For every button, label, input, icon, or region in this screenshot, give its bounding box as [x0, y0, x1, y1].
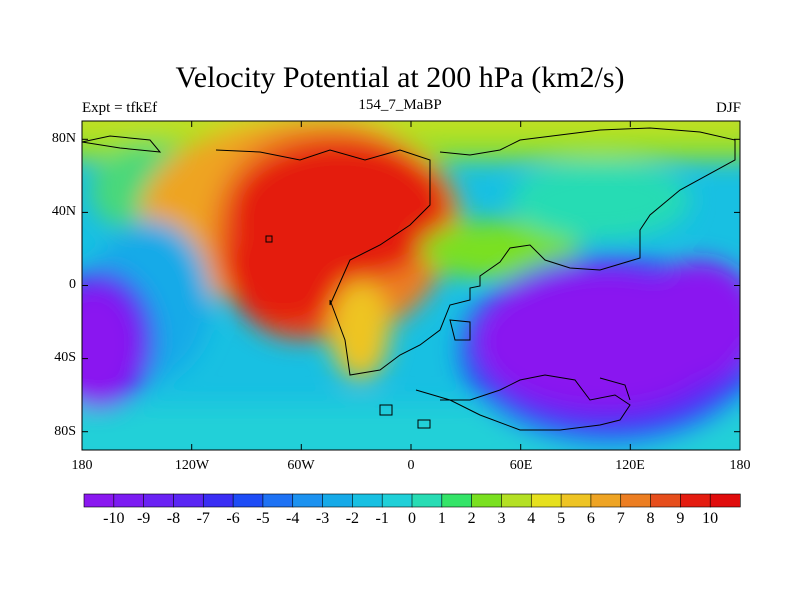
colorbar-tick-label: -9: [136, 510, 151, 527]
colorbar-tick-label: -6: [226, 510, 240, 527]
colorbar-swatch: [173, 493, 204, 508]
x-tick-marks: [81, 121, 741, 450]
colorbar-tick-label: 4: [527, 510, 536, 527]
x-tick-label: 120E: [615, 458, 645, 473]
colorbar-swatch: [530, 493, 562, 508]
colorbar-tick-label: -5: [256, 510, 270, 527]
colorbar-swatch: [322, 493, 353, 508]
y-tick-marks: [82, 138, 740, 433]
x-tick-label: 120W: [174, 458, 210, 473]
colorbar-swatch: [471, 493, 503, 508]
colorbar-swatch: [262, 493, 294, 508]
colorbar-tick-label: 2: [467, 510, 476, 527]
colorbar-tick-label: 5: [557, 510, 566, 527]
colorbar-swatch: [560, 493, 592, 508]
experiment-label: Expt = tfkEf: [82, 100, 158, 116]
x-tick-label: 60E: [509, 458, 533, 473]
x-tick-label: 180: [71, 458, 93, 473]
colorbar-tick-label: -3: [315, 510, 330, 527]
colorbar-swatch: [202, 493, 234, 508]
colorbar-swatch: [441, 493, 473, 508]
colorbar-tick-label: -10: [103, 510, 125, 527]
x-tick-label: 0: [407, 458, 415, 473]
colorbar-tick-label: -8: [166, 510, 181, 527]
colorbar-tick-label: -7: [196, 510, 210, 527]
colorbar-swatch: [381, 493, 413, 508]
colorbar-tick-label: -1: [375, 510, 389, 527]
colorbar-tick-label: 6: [586, 510, 595, 527]
case-label: 154_7_MaBP: [358, 97, 442, 113]
colorbar-swatch: [501, 493, 532, 508]
colorbar-swatch: [232, 493, 264, 508]
y-tick-label: 40S: [54, 350, 76, 365]
colorbar-swatch: [709, 493, 741, 508]
colorbar-tick-label: 7: [616, 510, 625, 527]
colorbar-swatch: [143, 493, 175, 508]
colorbar-swatch: [590, 493, 622, 508]
season-label: DJF: [715, 100, 741, 116]
colorbar-swatch: [292, 493, 324, 508]
colorbar-tick-label: 10: [702, 510, 719, 527]
colorbar-tick-label: 8: [646, 510, 655, 527]
y-tick-label: 80S: [54, 424, 76, 439]
coastline-outlines: [82, 127, 736, 431]
velocity-potential-field: [82, 121, 740, 450]
colorbar-swatch: [650, 493, 681, 508]
colorbar-swatch: [620, 493, 652, 508]
chart-title: Velocity Potential at 200 hPa (km2/s): [175, 61, 625, 94]
colorbar-tick-label: -4: [286, 510, 300, 527]
colorbar-tick-label: 9: [676, 510, 685, 527]
colorbar: [83, 493, 741, 508]
colorbar-swatch: [680, 493, 711, 508]
colorbar-swatch: [83, 493, 115, 508]
colorbar-swatch: [411, 493, 443, 508]
colorbar-tick-label: 3: [497, 510, 506, 527]
colorbar-tick-label: 0: [408, 510, 416, 527]
colorbar-tick-label: 1: [437, 510, 446, 527]
x-tick-label: 180: [729, 458, 751, 473]
colorbar-tick-label: -2: [345, 510, 360, 527]
colorbar-swatch: [113, 493, 145, 508]
colorbar-swatch: [352, 493, 383, 508]
y-tick-label: 80N: [51, 131, 76, 146]
y-tick-label: 40N: [51, 204, 76, 219]
y-tick-label: 0: [69, 277, 76, 292]
x-tick-label: 60W: [287, 458, 315, 473]
